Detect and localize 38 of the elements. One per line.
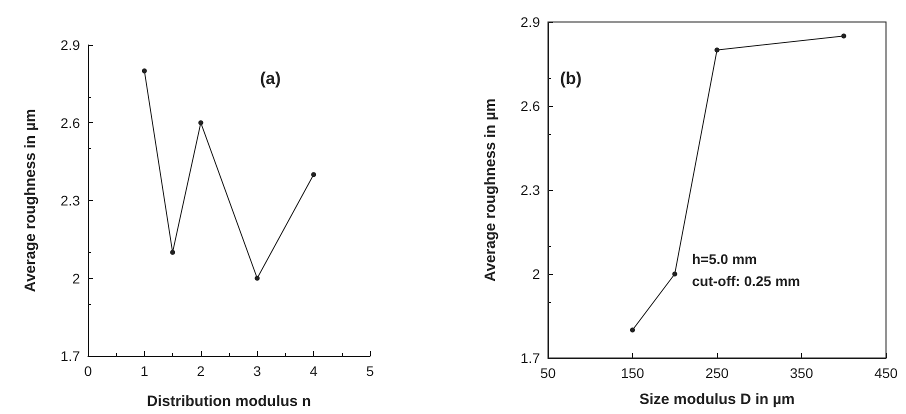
x-axis-title: Size modulus D in µm [639,391,795,408]
y-tick-label: 2.6 [520,98,540,114]
point [142,68,147,74]
point [170,250,176,255]
x-tick-label: 3 [253,363,262,379]
y-axis-title: Average roughness in µm [482,98,499,282]
x-tick-label: 250 [705,365,729,381]
point [198,120,204,126]
x-tick-label: 5 [366,363,374,379]
x-tick-label: 450 [874,365,898,381]
y-tick-label: 2.9 [60,37,80,53]
y-tick-label: 2.3 [520,182,540,198]
y-tick-label: 2 [72,270,80,286]
y-tick-label: 2.3 [60,192,80,208]
y-tick-label: 2.9 [520,14,540,30]
x-tick-label: 0 [84,363,92,379]
annotation: h=5.0 mm [692,251,757,267]
point [841,34,846,38]
x-tick-label: 2 [196,363,205,379]
annotation: (a) [260,69,281,88]
x-axis-title: Distribution modulus n [146,393,312,410]
annotation: cut-off: 0.25 mm [692,273,800,289]
y-tick-label: 2 [532,266,540,282]
point [714,48,720,52]
x-tick-label: 1 [140,363,148,379]
x-tick-label: 350 [790,365,814,381]
point [311,172,316,178]
x-tick-label: 150 [620,365,644,381]
y-tick-label: 1.7 [520,350,540,366]
point [630,328,635,332]
annotation: (b) [560,69,582,88]
y-tick-label: 2.6 [60,114,80,131]
x-tick-label: 50 [540,365,556,381]
y-tick-label: 1.7 [60,348,80,364]
point [672,272,678,276]
point [254,276,260,281]
x-tick-label: 4 [310,363,318,379]
y-axis-title: Average roughness in µm [22,108,39,292]
